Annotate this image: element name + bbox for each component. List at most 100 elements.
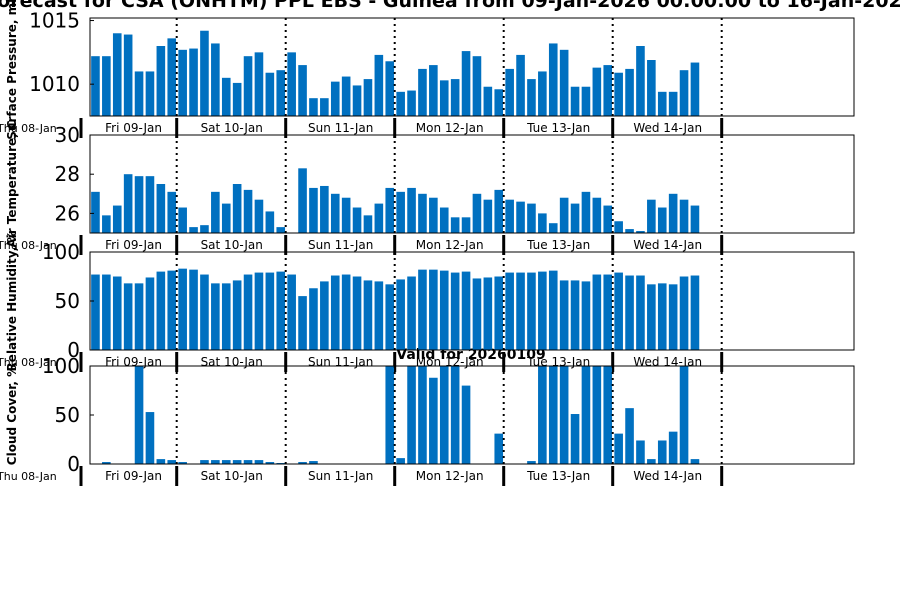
y-tick-label: 50 xyxy=(55,289,80,313)
bar-p3-52 xyxy=(657,283,667,350)
bar-p3-32 xyxy=(439,270,449,350)
bar-p1-39 xyxy=(516,54,525,116)
x-day-label-first: Thu 08-Jan xyxy=(0,122,57,135)
bar-p3-36 xyxy=(483,277,493,350)
bar-p4-50 xyxy=(636,440,645,464)
bar-p2-46 xyxy=(592,197,602,233)
bar-p3-7 xyxy=(167,270,177,350)
bar-p4-52 xyxy=(657,440,667,464)
y-tick-label: 1010 xyxy=(29,72,80,96)
bar-p4-16 xyxy=(265,462,275,464)
x-day-label: Fri 09-Jan xyxy=(105,238,162,252)
bar-p1-21 xyxy=(320,98,329,116)
x-day-label-first: Thu 08-Jan xyxy=(0,470,57,483)
bar-p1-30 xyxy=(418,68,427,116)
bar-p1-26 xyxy=(374,54,384,116)
bar-p4-28 xyxy=(396,458,405,464)
bar-p2-50 xyxy=(636,231,645,233)
y-tick-label: 0 xyxy=(67,452,80,476)
bar-p1-47 xyxy=(603,65,613,116)
bar-p2-45 xyxy=(581,191,591,233)
bar-p3-3 xyxy=(123,283,133,350)
plot-frame xyxy=(89,365,855,465)
bar-p3-10 xyxy=(200,274,209,350)
bar-p2-24 xyxy=(352,207,362,233)
bar-p2-7 xyxy=(167,191,177,233)
bar-p3-30 xyxy=(418,269,427,350)
bar-p2-38 xyxy=(505,199,514,233)
bar-p1-42 xyxy=(548,43,558,117)
bar-p3-47 xyxy=(603,274,613,350)
bar-p1-52 xyxy=(657,91,667,116)
y-axis-label: Relative Humidity, % xyxy=(5,231,19,372)
bar-p2-12 xyxy=(221,203,231,233)
x-day-label: Sat 10-Jan xyxy=(201,469,263,483)
bar-p1-41 xyxy=(538,71,547,116)
bar-p1-23 xyxy=(341,76,351,116)
bar-p1-7 xyxy=(167,38,177,116)
bar-p1-38 xyxy=(505,68,514,116)
bar-p3-37 xyxy=(494,276,504,350)
bar-p3-24 xyxy=(352,276,362,350)
bar-p3-55 xyxy=(690,275,700,350)
bar-p3-46 xyxy=(592,274,602,350)
bar-p1-51 xyxy=(647,60,656,116)
bar-p2-9 xyxy=(189,227,198,233)
bar-p1-14 xyxy=(243,56,253,116)
x-day-label: Tue 13-Jan xyxy=(526,355,590,369)
x-day-label: Fri 09-Jan xyxy=(105,121,162,135)
bar-p2-19 xyxy=(298,168,307,233)
bar-p1-50 xyxy=(636,46,645,116)
y-axis-label: Surface Pressure, mb xyxy=(5,0,19,140)
bar-p1-45 xyxy=(581,86,591,116)
bar-p1-17 xyxy=(276,70,286,116)
bar-p2-44 xyxy=(570,203,580,233)
bar-p3-1 xyxy=(102,274,111,350)
x-day-label: Tue 13-Jan xyxy=(526,121,590,135)
bar-p4-29 xyxy=(407,366,416,464)
x-day-label: Wed 14-Jan xyxy=(633,121,702,135)
bar-p4-47 xyxy=(603,366,613,464)
bar-p1-3 xyxy=(123,34,133,116)
bar-p4-30 xyxy=(418,366,427,464)
bar-p4-55 xyxy=(690,459,700,464)
bar-p1-33 xyxy=(450,79,460,116)
bar-p2-54 xyxy=(679,199,689,233)
x-day-label: Mon 12-Jan xyxy=(416,469,484,483)
x-day-label: Sat 10-Jan xyxy=(201,121,263,135)
bar-p3-17 xyxy=(276,271,286,350)
bar-p1-27 xyxy=(385,61,395,116)
bar-p3-0 xyxy=(91,274,100,350)
bar-p2-51 xyxy=(647,199,656,233)
bar-p1-37 xyxy=(494,89,504,116)
bar-p4-34 xyxy=(461,385,471,464)
bar-p3-8 xyxy=(178,268,187,350)
bar-p4-6 xyxy=(156,459,166,464)
x-day-label-first: Thu 08-Jan xyxy=(0,239,57,252)
bar-p1-11 xyxy=(211,43,220,117)
bar-p4-10 xyxy=(200,460,209,464)
bar-p3-48 xyxy=(614,272,623,350)
bar-p3-15 xyxy=(254,272,264,350)
bar-p4-20 xyxy=(309,461,318,464)
bar-p4-5 xyxy=(145,412,155,464)
panel-3: 0 50 100 Relative Humidity, %Thu 08-Jan Fri … xyxy=(0,231,855,372)
bar-p4-48 xyxy=(614,433,623,464)
bar-p2-1 xyxy=(102,215,111,233)
bar-p3-12 xyxy=(221,283,231,350)
bar-p4-13 xyxy=(232,460,242,464)
x-day-label: Sat 10-Jan xyxy=(201,238,263,252)
bar-p1-12 xyxy=(221,77,231,116)
bar-p3-43 xyxy=(559,280,569,350)
bar-p1-16 xyxy=(265,72,275,116)
bar-p2-5 xyxy=(145,176,155,233)
bar-p4-42 xyxy=(548,366,558,464)
bar-p3-18 xyxy=(287,274,296,350)
bar-p4-27 xyxy=(385,366,395,464)
y-axis-label: Air Temperature, C xyxy=(5,120,19,248)
bar-p4-32 xyxy=(439,366,449,464)
bar-p2-32 xyxy=(439,207,449,233)
